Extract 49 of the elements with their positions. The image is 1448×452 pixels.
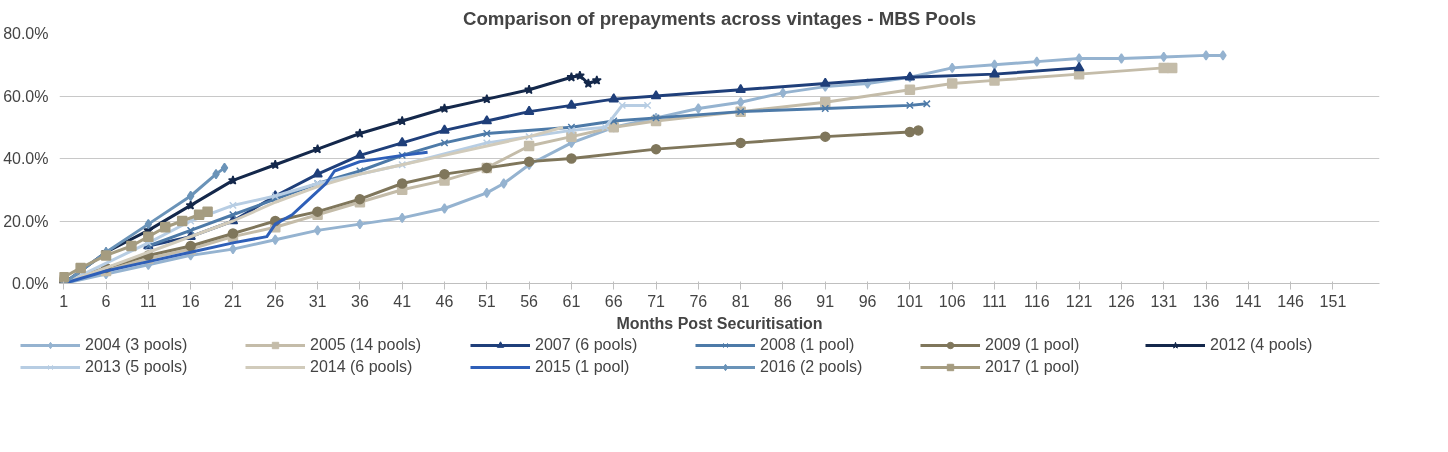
x-tick-label: 61 xyxy=(562,292,581,310)
x-tick-label: 146 xyxy=(1277,292,1305,310)
x-tick-label: 141 xyxy=(1235,292,1262,310)
x-tick-label: 46 xyxy=(435,292,454,310)
y-tick-label: 80.0% xyxy=(3,25,49,42)
y-tick-label: 60.0% xyxy=(3,87,49,105)
x-tick-label: 21 xyxy=(224,292,242,310)
x-tick-label: 81 xyxy=(731,292,750,310)
legend-label: 2004 (3 pools) xyxy=(85,336,189,354)
legend-label: 2005 (14 pools) xyxy=(310,336,423,354)
x-tick-label: 136 xyxy=(1192,292,1220,310)
x-tick-label: 121 xyxy=(1065,292,1093,310)
x-axis-title: Months Post Securitisation xyxy=(616,314,823,332)
y-tick-label: 40.0% xyxy=(3,150,49,167)
x-tick-label: 126 xyxy=(1108,292,1135,310)
x-tick-label: 91 xyxy=(816,292,835,310)
x-tick-label: 16 xyxy=(181,292,200,310)
x-tick-label: 96 xyxy=(858,292,877,310)
x-tick-label: 51 xyxy=(477,292,496,310)
x-tick-label: 71 xyxy=(647,292,666,310)
x-tick-label: 106 xyxy=(938,292,966,310)
x-tick-label: 66 xyxy=(604,292,623,310)
legend-label: 2007 (6 pools) xyxy=(535,336,639,354)
x-tick-label: 56 xyxy=(520,292,539,310)
x-tick-label: 131 xyxy=(1150,292,1178,310)
y-tick-label: 0.0% xyxy=(12,275,49,292)
x-tick-label: 111 xyxy=(982,292,1007,310)
x-tick-label: 1 xyxy=(59,292,69,310)
x-tick-label: 36 xyxy=(350,292,369,310)
x-tick-label: 26 xyxy=(266,292,285,310)
x-tick-label: 76 xyxy=(689,292,708,310)
x-tick-label: 41 xyxy=(393,292,412,310)
x-tick-label: 6 xyxy=(101,292,111,310)
y-tick-label: 20.0% xyxy=(3,212,49,230)
legend-label: 2012 (4 pools) xyxy=(1210,336,1314,354)
chart-title: Comparison of prepayments across vintages - MBS Pools xyxy=(462,7,977,29)
x-tick-label: 151 xyxy=(1319,292,1347,310)
x-tick-label: 101 xyxy=(896,292,924,310)
x-tick-label: 31 xyxy=(308,292,327,310)
legend-label: 2014 (6 pools) xyxy=(310,358,414,376)
x-tick-label: 11 xyxy=(140,292,157,310)
legend-label: 2009 (1 pool) xyxy=(985,336,1081,354)
x-tick-label: 86 xyxy=(774,292,792,310)
x-tick-label: 116 xyxy=(1024,292,1050,310)
legend-label: 2013 (5 pools) xyxy=(85,358,189,376)
legend-label: 2015 (1 pool) xyxy=(535,358,631,376)
legend-label: 2016 (2 pools) xyxy=(760,358,864,376)
legend-label: 2017 (1 pool) xyxy=(985,358,1081,376)
legend-label: 2008 (1 pool) xyxy=(760,336,856,354)
